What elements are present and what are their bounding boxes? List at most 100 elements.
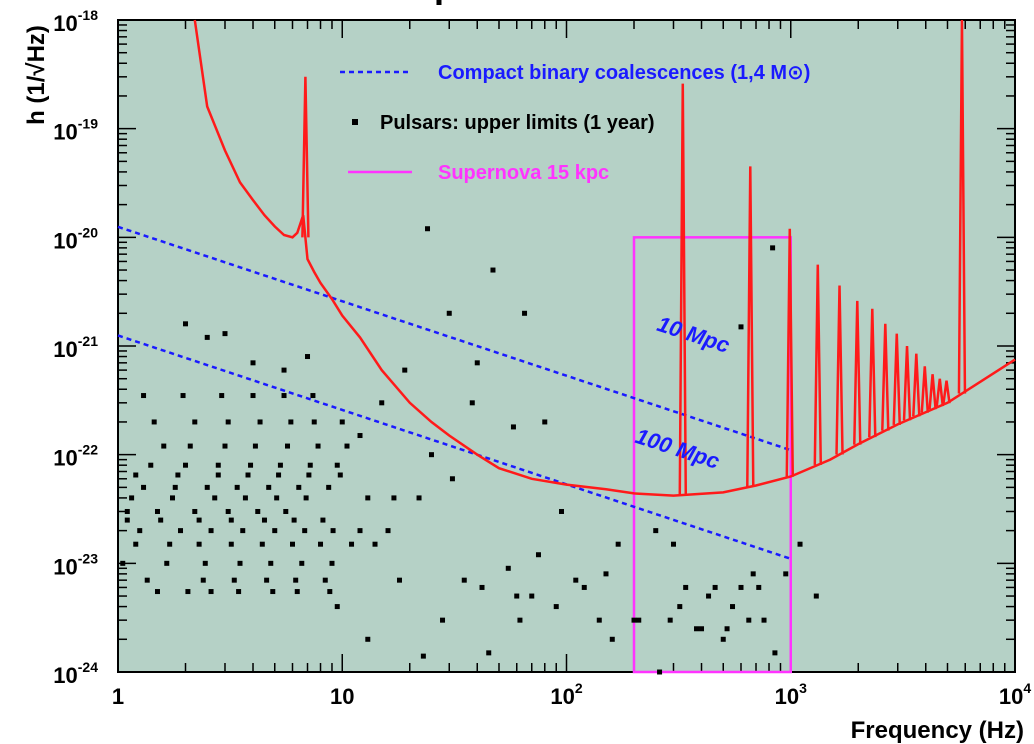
- pulsar-point: [349, 541, 355, 547]
- sensitivity-curve-layer: [193, 19, 1016, 497]
- pulsar-point: [334, 604, 340, 610]
- pulsar-point: [365, 636, 371, 642]
- pulsar-point: [440, 617, 446, 623]
- pulsar-point: [248, 462, 254, 468]
- pulsar-point: [196, 517, 202, 523]
- pulsar-point: [234, 484, 240, 490]
- pulsar-point: [357, 528, 363, 534]
- pulsar-point: [204, 484, 210, 490]
- sensitivity-spike: [785, 228, 795, 477]
- pulsar-point: [603, 571, 609, 577]
- y-tick-label: 10-22: [53, 442, 98, 471]
- pulsar-point: [215, 462, 221, 468]
- x-tick-label: 103: [775, 680, 807, 709]
- pulsar-point: [183, 321, 189, 327]
- pulsar-point: [416, 495, 422, 501]
- pulsar-point: [344, 443, 350, 449]
- sensitivity-spike: [853, 300, 862, 445]
- x-tick-label: 102: [550, 680, 582, 709]
- pulsar-point: [683, 584, 689, 590]
- pulsar-point: [291, 517, 297, 523]
- pulsar-point: [738, 324, 744, 330]
- binary-line-1: [117, 225, 792, 452]
- supernova-box: [632, 236, 792, 674]
- pulsar-point: [657, 669, 663, 675]
- pulsar-point: [192, 508, 198, 514]
- x-tick-label: 104: [999, 680, 1031, 709]
- pulsar-point: [293, 577, 299, 583]
- pulsar-point: [255, 508, 261, 514]
- pulsar-point: [699, 626, 705, 632]
- plot-area: [117, 19, 1016, 673]
- pulsar-point: [225, 419, 231, 425]
- pulsar-point: [311, 419, 317, 425]
- sensitivity-spike: [935, 378, 945, 407]
- pulsar-point: [385, 528, 391, 534]
- legend: Compact binary coalescences (1,4 M⊙) Puls…: [340, 62, 810, 184]
- pulsar-point: [236, 589, 242, 595]
- pulsar-point: [250, 360, 256, 366]
- pulsar-points-layer: [120, 0, 819, 675]
- y-tick-label: 10-18: [53, 7, 98, 36]
- pulsar-point: [334, 462, 340, 468]
- pulsar-point: [225, 508, 231, 514]
- sensitivity-spike: [881, 323, 890, 431]
- pulsar-point: [746, 617, 752, 623]
- sensitivity-spike: [957, 19, 967, 394]
- pulsar-point: [670, 541, 676, 547]
- pulsar-point: [339, 419, 345, 425]
- pulsar-point: [303, 495, 309, 501]
- pulsar-point: [337, 472, 343, 478]
- pulsar-point: [252, 443, 258, 449]
- pulsar-point: [185, 589, 191, 595]
- sensitivity-spike: [892, 333, 902, 425]
- sensitivity-spike: [813, 264, 823, 465]
- pulsar-point: [322, 577, 328, 583]
- pulsar-point: [141, 484, 147, 490]
- pulsar-point: [379, 400, 385, 406]
- pulsar-point: [365, 495, 371, 501]
- pulsar-point: [357, 433, 363, 439]
- sensitivity-spike: [835, 285, 844, 455]
- pulsar-point: [164, 560, 170, 566]
- sensitivity-spike: [746, 166, 755, 487]
- pulsar-point: [631, 617, 637, 623]
- pulsar-point: [783, 571, 789, 577]
- pulsar-point: [187, 443, 193, 449]
- pulsar-point: [522, 310, 528, 316]
- pulsar-point: [505, 565, 511, 571]
- pulsar-point: [120, 560, 126, 566]
- pulsar-point: [268, 560, 274, 566]
- pulsar-point: [237, 560, 243, 566]
- pulsar-point: [137, 528, 143, 534]
- pulsar-point: [573, 577, 579, 583]
- pulsar-point: [285, 443, 291, 449]
- pulsar-point: [510, 424, 516, 430]
- y-tick-label: 10-21: [53, 333, 98, 362]
- binary-lines-layer: [117, 225, 792, 561]
- pulsar-point: [167, 541, 173, 547]
- pulsar-point: [615, 541, 621, 547]
- pulsar-point: [469, 400, 475, 406]
- pulsar-point: [133, 541, 139, 547]
- pulsar-point: [154, 589, 160, 595]
- pulsar-point: [553, 604, 559, 610]
- x-axis-title: Frequency (Hz): [851, 717, 1024, 744]
- pulsar-point: [129, 495, 135, 501]
- pulsar-point: [307, 462, 313, 468]
- pulsar-point: [514, 593, 520, 599]
- pulsar-point: [219, 393, 225, 399]
- pulsar-point: [449, 476, 455, 482]
- sensitivity-spike: [912, 353, 921, 417]
- pulsar-point: [178, 528, 184, 534]
- pulsar-point: [264, 577, 270, 583]
- pulsar-point: [326, 484, 332, 490]
- y-axis-title: h (1/√Hz): [23, 25, 50, 125]
- pulsar-point: [761, 617, 767, 623]
- pulsar-point: [306, 472, 312, 478]
- binary-line-2: [117, 334, 792, 561]
- legend-label: Compact binary coalescences (1,4 M⊙): [438, 62, 810, 84]
- x-tick-labels: 1 10 102 103 104: [112, 680, 1031, 709]
- pulsar-point: [222, 331, 228, 337]
